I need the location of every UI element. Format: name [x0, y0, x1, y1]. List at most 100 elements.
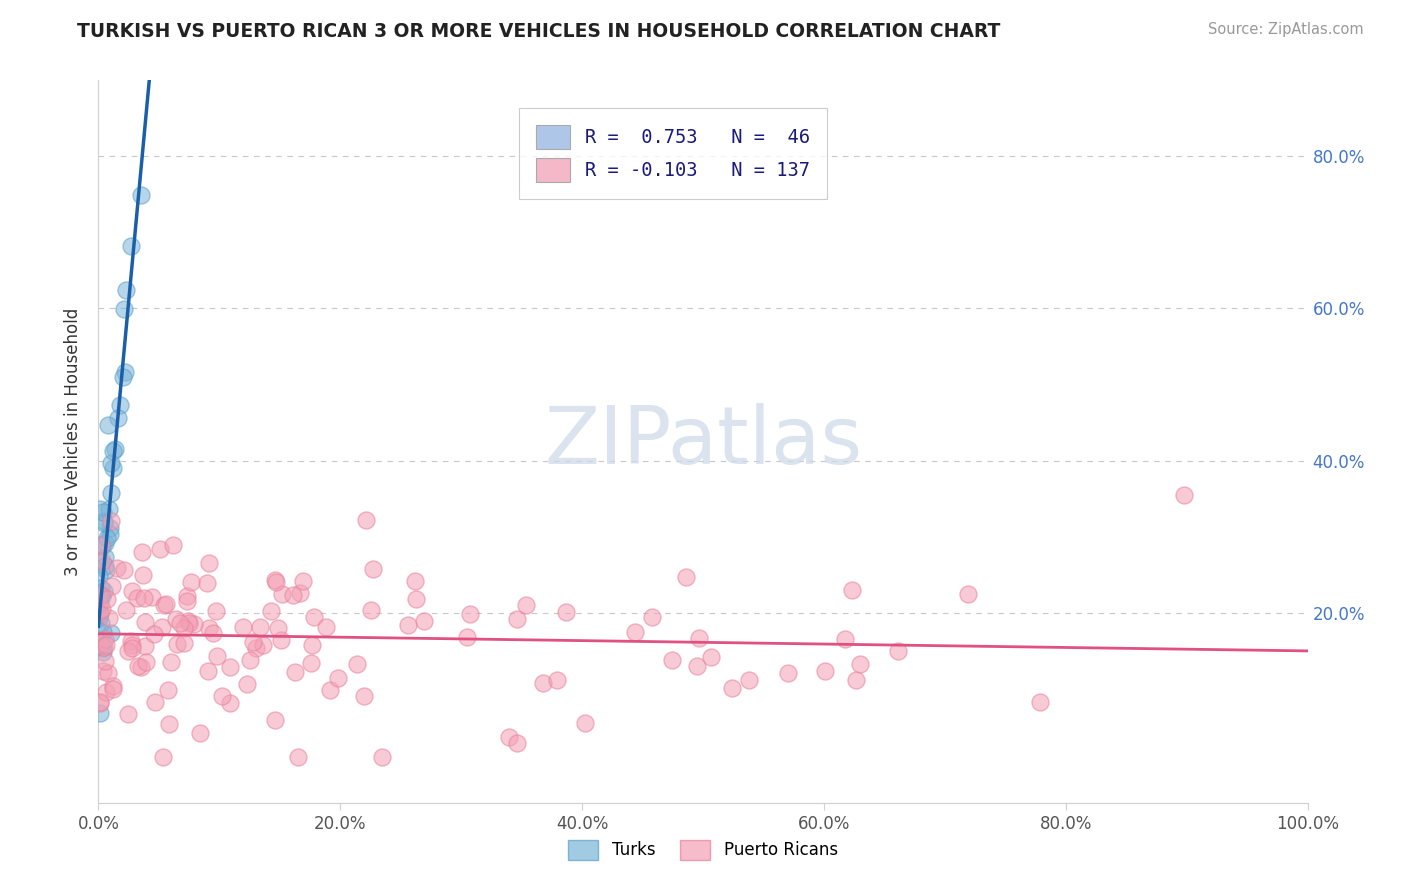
- Point: [198, 621, 221, 635]
- Point: [93, 514, 115, 528]
- Point: [166, 637, 188, 651]
- Point: [132, 568, 155, 582]
- Point: [90, 615, 112, 630]
- Point: [143, 627, 166, 641]
- Point: [89, 640, 111, 654]
- Point: [94, 549, 117, 564]
- Point: [90, 590, 112, 604]
- Point: [117, 707, 139, 722]
- Point: [97, 665, 120, 680]
- Point: [90, 638, 112, 652]
- Point: [112, 302, 135, 317]
- Point: [834, 632, 856, 646]
- Point: [120, 633, 142, 648]
- Point: [176, 594, 198, 608]
- Point: [574, 716, 596, 731]
- Point: [290, 586, 312, 600]
- Point: [90, 539, 112, 553]
- Point: [121, 638, 143, 652]
- Point: [157, 716, 180, 731]
- Point: [93, 516, 115, 531]
- Point: [886, 644, 908, 658]
- Point: [506, 612, 529, 626]
- Point: [183, 616, 205, 631]
- Point: [101, 461, 124, 475]
- Point: [412, 614, 434, 628]
- Point: [1029, 695, 1052, 709]
- Point: [232, 620, 254, 634]
- Point: [173, 636, 195, 650]
- Point: [90, 554, 112, 568]
- Point: [219, 660, 242, 674]
- Point: [284, 665, 307, 679]
- Point: [162, 538, 184, 552]
- Point: [89, 604, 111, 618]
- Point: [624, 625, 647, 640]
- Point: [260, 604, 283, 618]
- Point: [105, 561, 128, 575]
- Point: [814, 664, 837, 678]
- Point: [190, 726, 212, 740]
- Point: [270, 632, 292, 647]
- Point: [219, 696, 242, 710]
- Point: [100, 486, 122, 500]
- Point: [195, 575, 218, 590]
- Point: [849, 657, 872, 671]
- Point: [150, 619, 173, 633]
- Point: [89, 695, 111, 709]
- Point: [111, 370, 134, 384]
- Point: [405, 591, 427, 606]
- Text: TURKISH VS PUERTO RICAN 3 OR MORE VEHICLES IN HOUSEHOLD CORRELATION CHART: TURKISH VS PUERTO RICAN 3 OR MORE VEHICL…: [77, 22, 1001, 41]
- Point: [778, 666, 800, 681]
- Point: [456, 630, 478, 644]
- Point: [89, 569, 111, 583]
- Point: [134, 639, 156, 653]
- Point: [179, 615, 201, 630]
- Point: [370, 750, 392, 764]
- Point: [121, 640, 143, 655]
- Point: [249, 620, 271, 634]
- Point: [91, 625, 114, 640]
- Point: [94, 638, 117, 652]
- Point: [641, 610, 664, 624]
- Point: [107, 411, 129, 425]
- Point: [91, 645, 114, 659]
- Point: [315, 620, 337, 634]
- Point: [89, 596, 111, 610]
- Point: [1173, 487, 1195, 501]
- Point: [114, 365, 136, 379]
- Point: [281, 589, 304, 603]
- Point: [319, 683, 342, 698]
- Point: [152, 750, 174, 764]
- Point: [104, 442, 127, 457]
- Point: [720, 681, 742, 695]
- Point: [354, 513, 377, 527]
- Point: [180, 574, 202, 589]
- Point: [94, 559, 117, 574]
- Point: [675, 570, 697, 584]
- Point: [96, 562, 118, 576]
- Point: [159, 655, 181, 669]
- Text: ZIPatlas: ZIPatlas: [544, 402, 862, 481]
- Point: [121, 584, 143, 599]
- Point: [93, 535, 115, 549]
- Point: [93, 583, 115, 598]
- Point: [89, 588, 111, 602]
- Point: [252, 638, 274, 652]
- Point: [97, 502, 120, 516]
- Point: [131, 545, 153, 559]
- Legend: Turks, Puerto Ricans: Turks, Puerto Ricans: [561, 833, 845, 867]
- Point: [112, 563, 135, 577]
- Point: [87, 610, 110, 624]
- Point: [134, 615, 156, 629]
- Point: [177, 615, 200, 629]
- Point: [661, 653, 683, 667]
- Point: [87, 604, 110, 618]
- Point: [302, 610, 325, 624]
- Point: [98, 521, 121, 535]
- Point: [236, 677, 259, 691]
- Point: [197, 664, 219, 678]
- Point: [91, 602, 114, 616]
- Point: [404, 574, 426, 588]
- Point: [328, 671, 350, 685]
